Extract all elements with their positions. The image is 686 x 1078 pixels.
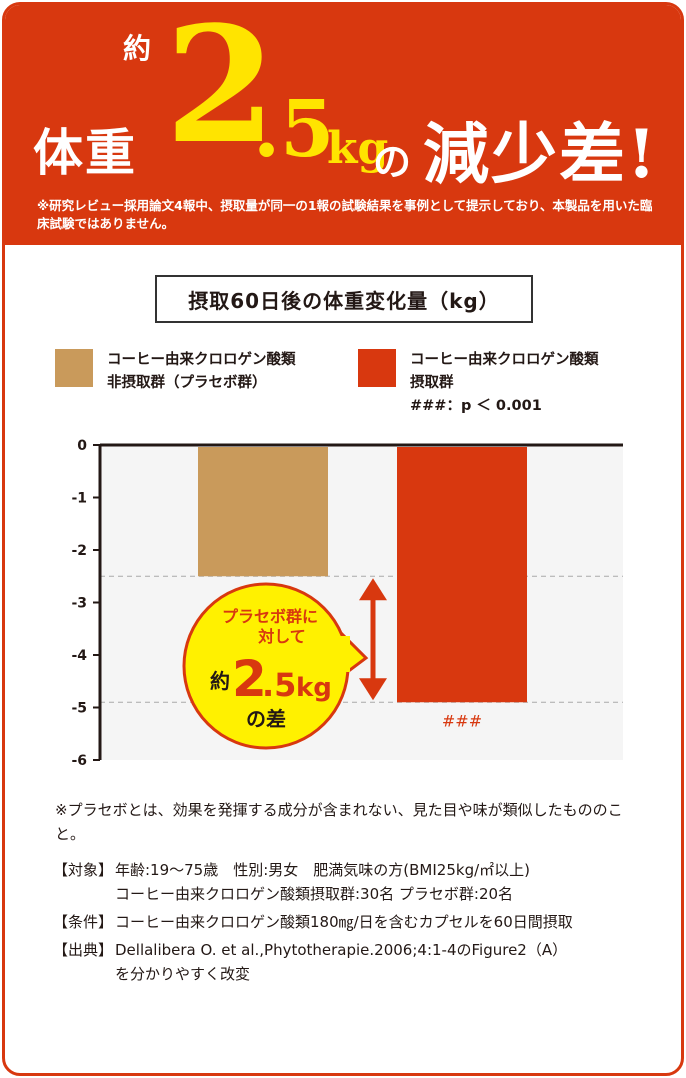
callout-line4: の差 [246,707,286,731]
info-subjects-line2: コーヒー由来クロロゲン酸類摂取群:30名 プラセボ群:20名 [115,885,514,903]
legend-swatch-placebo [55,349,93,387]
legend-placebo-line2: 非摂取群（プラセボ群） [107,375,267,391]
difference-arrow-head-up [359,578,387,601]
info-label-source: 【出典】 [53,941,114,959]
headline: 体重 約 2 .5 kg の 減少差! [5,5,681,195]
y-tick-label: -1 [71,491,87,507]
bar-label-significance: ### [442,711,482,730]
bar-1 [397,447,527,703]
difference-arrow-head-down [359,678,387,701]
legend-placebo-line1: コーヒー由来クロロゲン酸類 [107,352,296,368]
callout-line2: 対して [257,627,306,646]
headline-yaku: 約 [123,32,152,65]
y-tick-label: -2 [71,543,87,559]
headline-unit: kg [327,123,389,174]
legend-intake: コーヒー由来クロロゲン酸類 摂取群 ###：p ＜ 0.001 [358,349,599,418]
callout-number: 2 [232,650,267,708]
headline-genshosa: 減少差! [423,115,658,193]
chart-title: 摂取60日後の体重変化量（kg） [155,275,533,323]
y-tick-label: -3 [71,596,87,612]
plot-background [100,445,623,760]
bar-0 [198,447,328,577]
disclaimer-note: ※研究レビュー採用論文4報中、摂取量が同一の1報の試験結果を事例として提示してお… [37,198,653,231]
info-conditions: 【条件】 コーヒー由来クロロゲン酸類180㎎/日を含むカプセルを60日間摂取 [53,910,663,934]
callout-unit: kg [296,673,332,703]
legend-swatch-intake [358,349,396,387]
headline-banner: 体重 約 2 .5 kg の 減少差! ※研究レビュー採用論文4報中、摂取量が同… [5,5,681,245]
y-tick-label: -5 [71,701,87,717]
info-subjects: 【対象】 年齢:19〜75歳 性別:男女 肥満気味の方(BMI25kg/㎡以上)… [53,858,663,906]
headline-number: 2 [165,2,277,179]
significance-note: ###：p ＜ 0.001 [410,398,542,414]
placebo-footnote: ※プラセボとは、効果を発揮する成分が含まれない、見た目や味が類似したもののこと。 [55,801,623,843]
info-source-line2: を分かりやすく改変 [115,965,251,983]
info-label-conditions: 【条件】 [53,913,114,931]
y-tick-label: -6 [71,753,87,769]
callout-tail-cover [336,636,350,672]
callout-yaku: 約 [210,669,230,693]
legend-intake-line2: 摂取群 [410,375,454,391]
info-conditions-line1: コーヒー由来クロロゲン酸類180㎎/日を含むカプセルを60日間摂取 [115,913,573,931]
headline-taiju: 体重 [33,123,137,182]
callout-decimal: .5 [262,666,296,704]
callout-line1: プラセボ群に [222,607,318,626]
legend-intake-line1: コーヒー由来クロロゲン酸類 [410,352,599,368]
info-label-subjects: 【対象】 [53,861,114,879]
legend-placebo: コーヒー由来クロロゲン酸類 非摂取群（プラセボ群） [55,349,296,395]
y-tick-label: -4 [71,648,87,664]
info-source: 【出典】 Dellalibera O. et al.,Phytotherapie… [53,938,663,986]
y-tick-label: 0 [77,438,87,454]
headline-decimal: .5 [253,84,335,175]
info-subjects-line1: 年齢:19〜75歳 性別:男女 肥満気味の方(BMI25kg/㎡以上) [115,861,530,879]
headline-no: の [373,139,412,184]
info-source-line1: Dellalibera O. et al.,Phytotherapie.2006… [115,941,568,959]
